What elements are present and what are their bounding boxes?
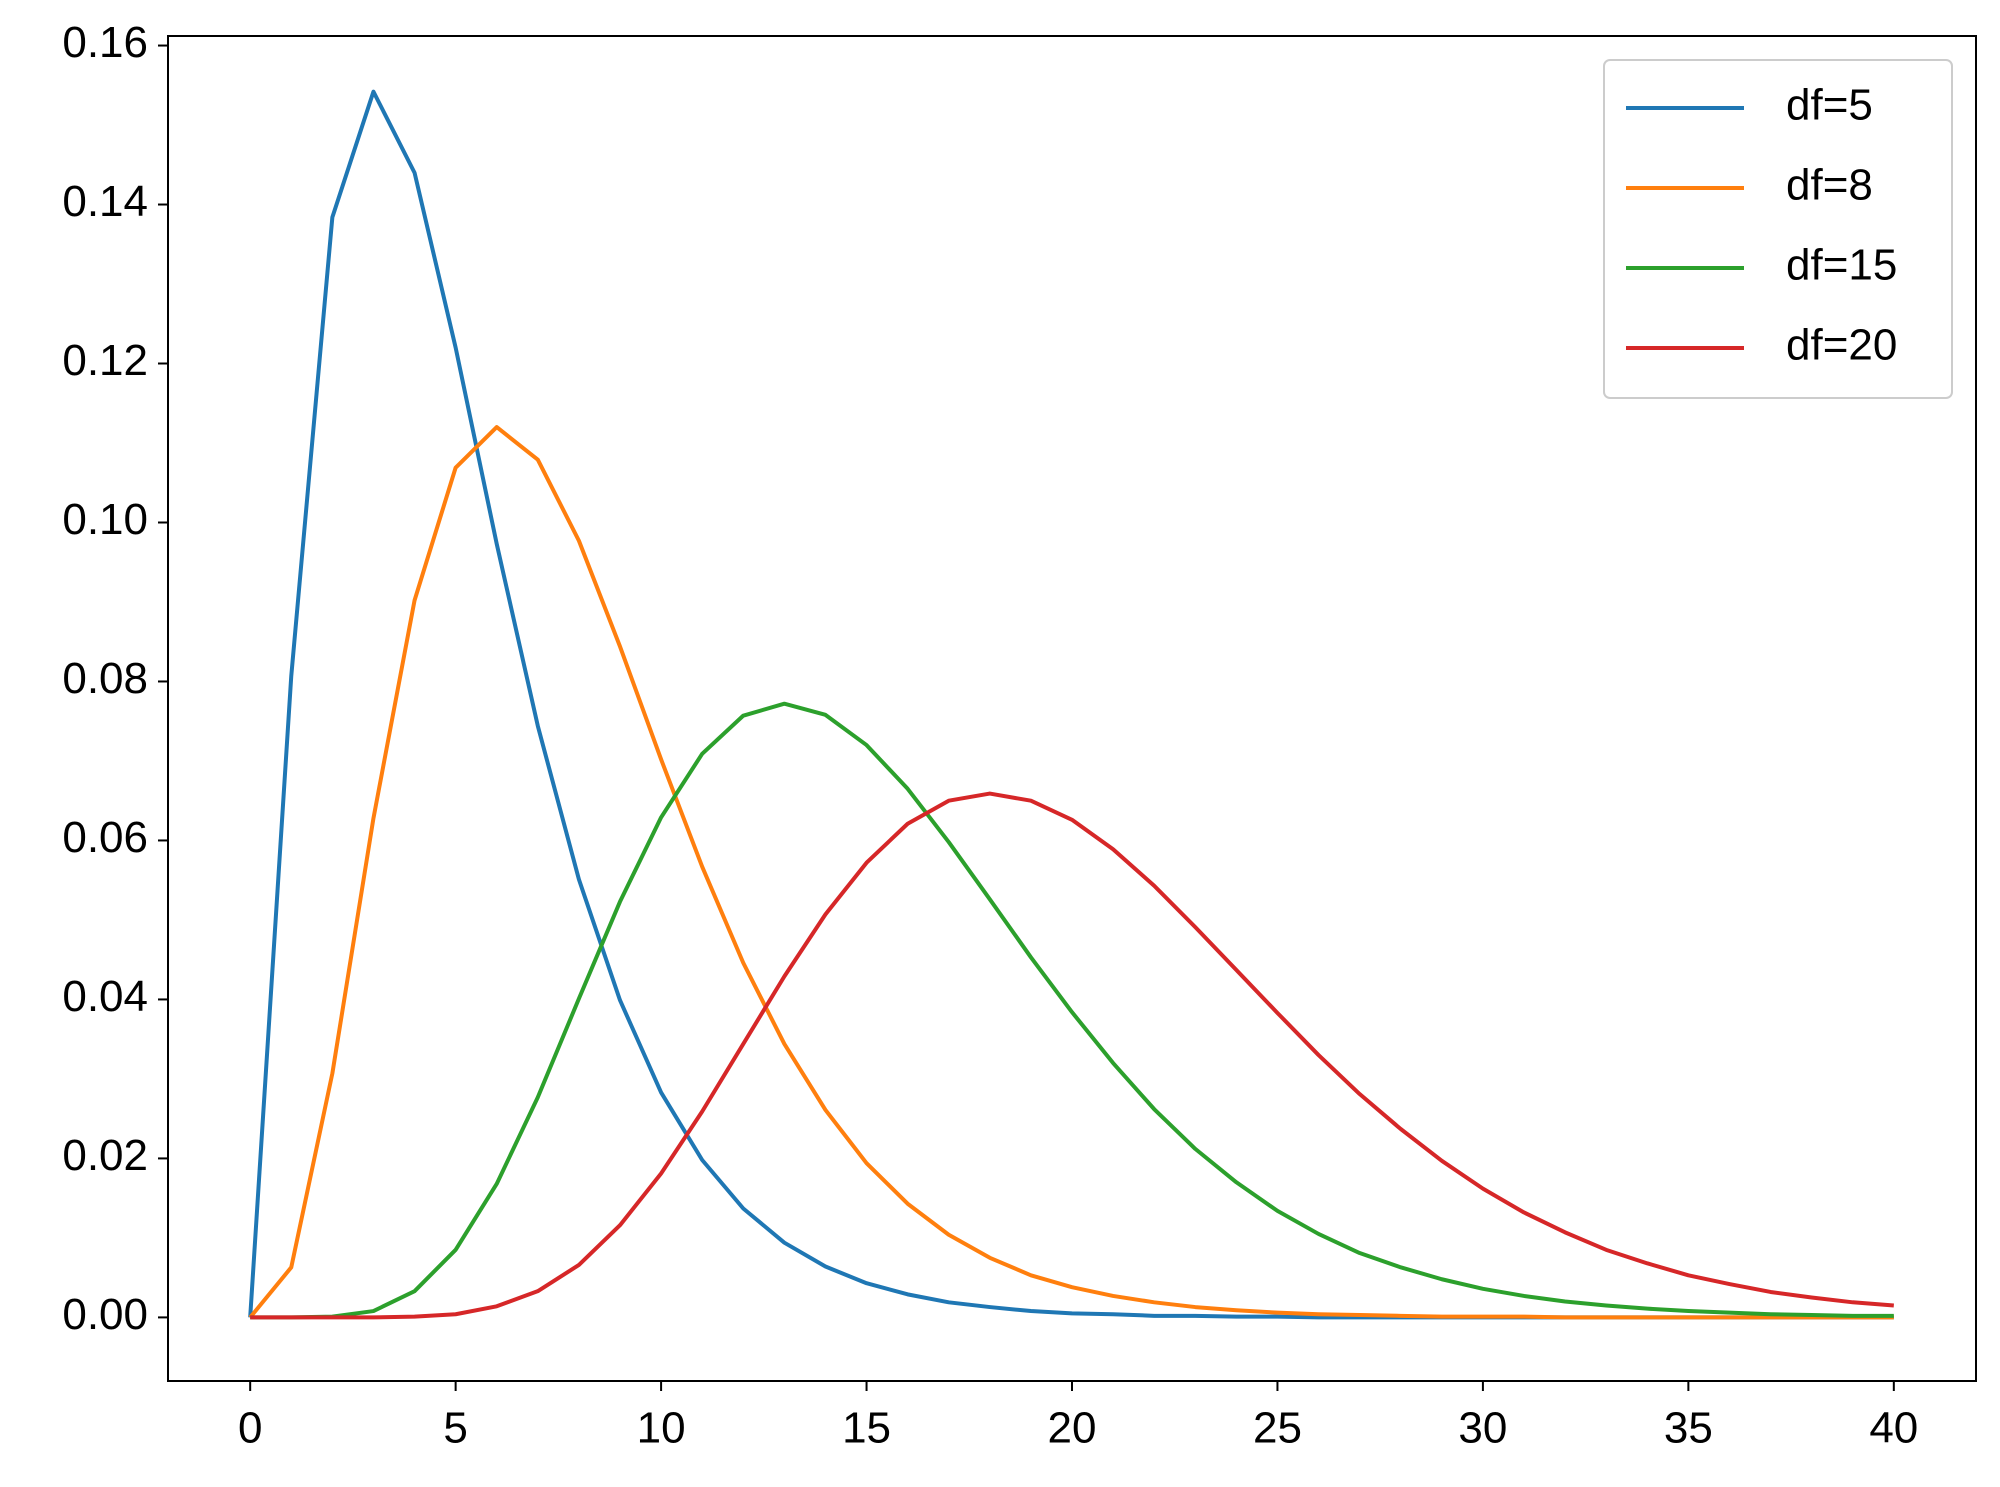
series-line: [250, 701, 1894, 1320]
x-tick-label: 35: [1664, 1404, 1713, 1453]
x-tick-label: 10: [637, 1404, 686, 1453]
x-tick-label: 0: [238, 1404, 262, 1453]
y-tick-label: 0.16: [62, 18, 148, 67]
y-tick-label: 0.04: [62, 972, 148, 1021]
y-tick-label: 0.08: [62, 654, 148, 703]
x-tick-label: 25: [1253, 1404, 1302, 1453]
series-line: [250, 791, 1894, 1320]
legend-label: df=15: [1786, 241, 1897, 290]
y-tick-label: 0.10: [62, 495, 148, 544]
plot-frame: [167, 35, 1977, 1382]
y-tick-label: 0.12: [62, 336, 148, 385]
legend-label: df=20: [1786, 321, 1897, 370]
y-tick-label: 0.02: [62, 1131, 148, 1180]
x-tick-label: 40: [1869, 1404, 1918, 1453]
legend-label: df=5: [1786, 81, 1873, 130]
legend-box: [1603, 59, 1953, 399]
y-tick-label: 0.00: [62, 1290, 148, 1339]
y-tick-label: 0.14: [62, 177, 148, 226]
series-line: [248, 425, 1894, 1320]
y-tick-label: 0.06: [62, 813, 148, 862]
x-tick-label: 5: [443, 1404, 467, 1453]
legend-label: df=8: [1786, 161, 1873, 210]
x-tick-label: 30: [1458, 1404, 1507, 1453]
x-tick-label: 15: [842, 1404, 891, 1453]
x-tick-label: 20: [1048, 1404, 1097, 1453]
